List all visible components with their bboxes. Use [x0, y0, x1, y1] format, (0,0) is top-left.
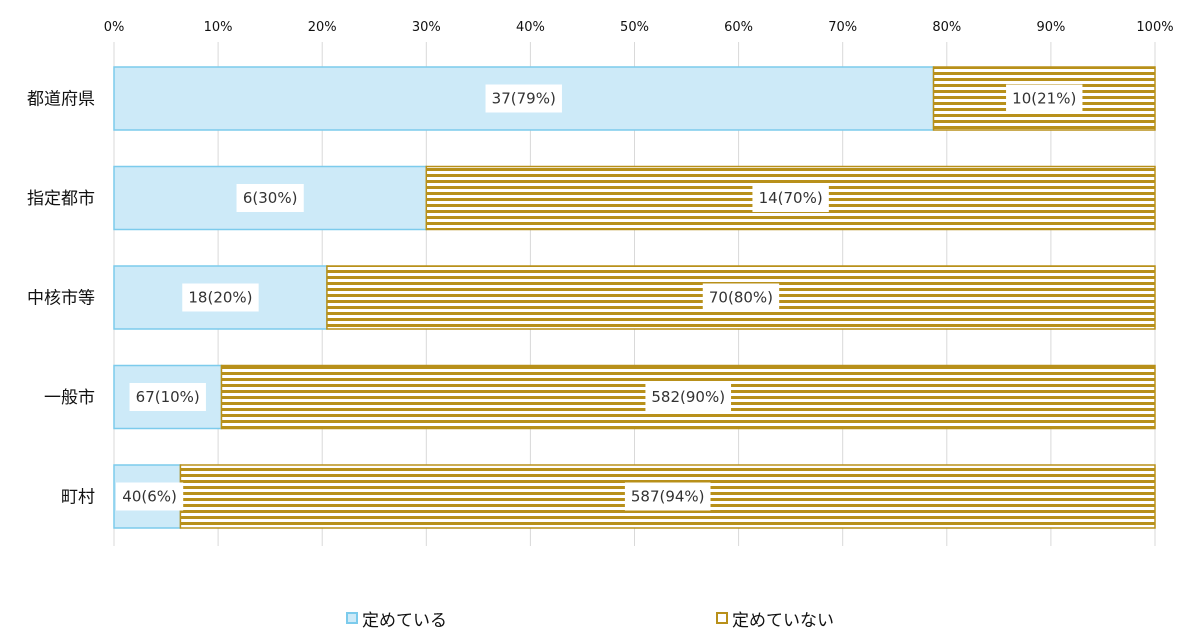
- data-label-undefined-bg: [645, 383, 732, 411]
- data-label-defined: 67(10%): [136, 388, 200, 406]
- legend-swatch: [716, 612, 728, 624]
- data-label-defined: 18(20%): [188, 289, 252, 307]
- x-tick-label: 60%: [724, 20, 753, 35]
- data-label-defined-bg: [236, 184, 304, 212]
- data-label-defined-bg: [129, 383, 206, 411]
- data-label-undefined: 582(90%): [651, 388, 725, 406]
- legend-swatch: [346, 612, 358, 624]
- data-label-undefined-bg: [702, 283, 780, 312]
- data-label-undefined: 10(21%): [1012, 90, 1076, 108]
- x-tick-label: 100%: [1136, 20, 1173, 35]
- data-label-defined-bg: [182, 283, 259, 312]
- x-tick-label: 90%: [1036, 20, 1065, 35]
- x-tick-label: 10%: [204, 20, 233, 35]
- legend: 定めている 定めていない: [346, 611, 834, 630]
- x-axis-ticks: 0% 10% 20% 30% 40% 50% 60% 70% 80% 90% 100%: [104, 20, 1174, 35]
- legend-label: 定めている: [362, 611, 447, 630]
- data-label-undefined-bg: [752, 184, 829, 212]
- data-label-undefined-bg: [624, 482, 711, 511]
- data-label-defined-bg: [485, 84, 562, 113]
- x-tick-label: 30%: [412, 20, 441, 35]
- legend-label: 定めていない: [732, 611, 834, 630]
- data-label-undefined-bg: [1006, 84, 1083, 113]
- data-labels: 37(79%) 10(21%) 6(30%) 14(70%) 18(20%) 70(80%…: [116, 84, 1083, 511]
- data-label-defined-bg: [116, 482, 184, 511]
- x-tick-label: 50%: [620, 20, 649, 35]
- category-label: 中核市等: [27, 289, 95, 309]
- category-label: 一般市: [44, 388, 95, 408]
- category-label: 町村: [61, 488, 95, 508]
- x-tick-label: 80%: [932, 20, 961, 35]
- category-label: 都道府県: [27, 90, 95, 110]
- x-tick-label: 0%: [104, 20, 125, 35]
- x-tick-label: 20%: [308, 20, 337, 35]
- data-label-undefined: 587(94%): [631, 488, 705, 506]
- bar-segment-3-undefined: [326, 265, 1156, 330]
- data-label-undefined: 70(80%): [709, 289, 773, 307]
- data-label-undefined: 14(70%): [759, 189, 823, 207]
- data-label-defined: 6(30%): [243, 189, 298, 207]
- data-label-defined: 37(79%): [492, 90, 556, 108]
- x-tick-label: 40%: [516, 20, 545, 35]
- category-label: 指定都市: [27, 189, 95, 209]
- x-tick-label: 70%: [828, 20, 857, 35]
- data-label-defined: 40(6%): [122, 488, 177, 506]
